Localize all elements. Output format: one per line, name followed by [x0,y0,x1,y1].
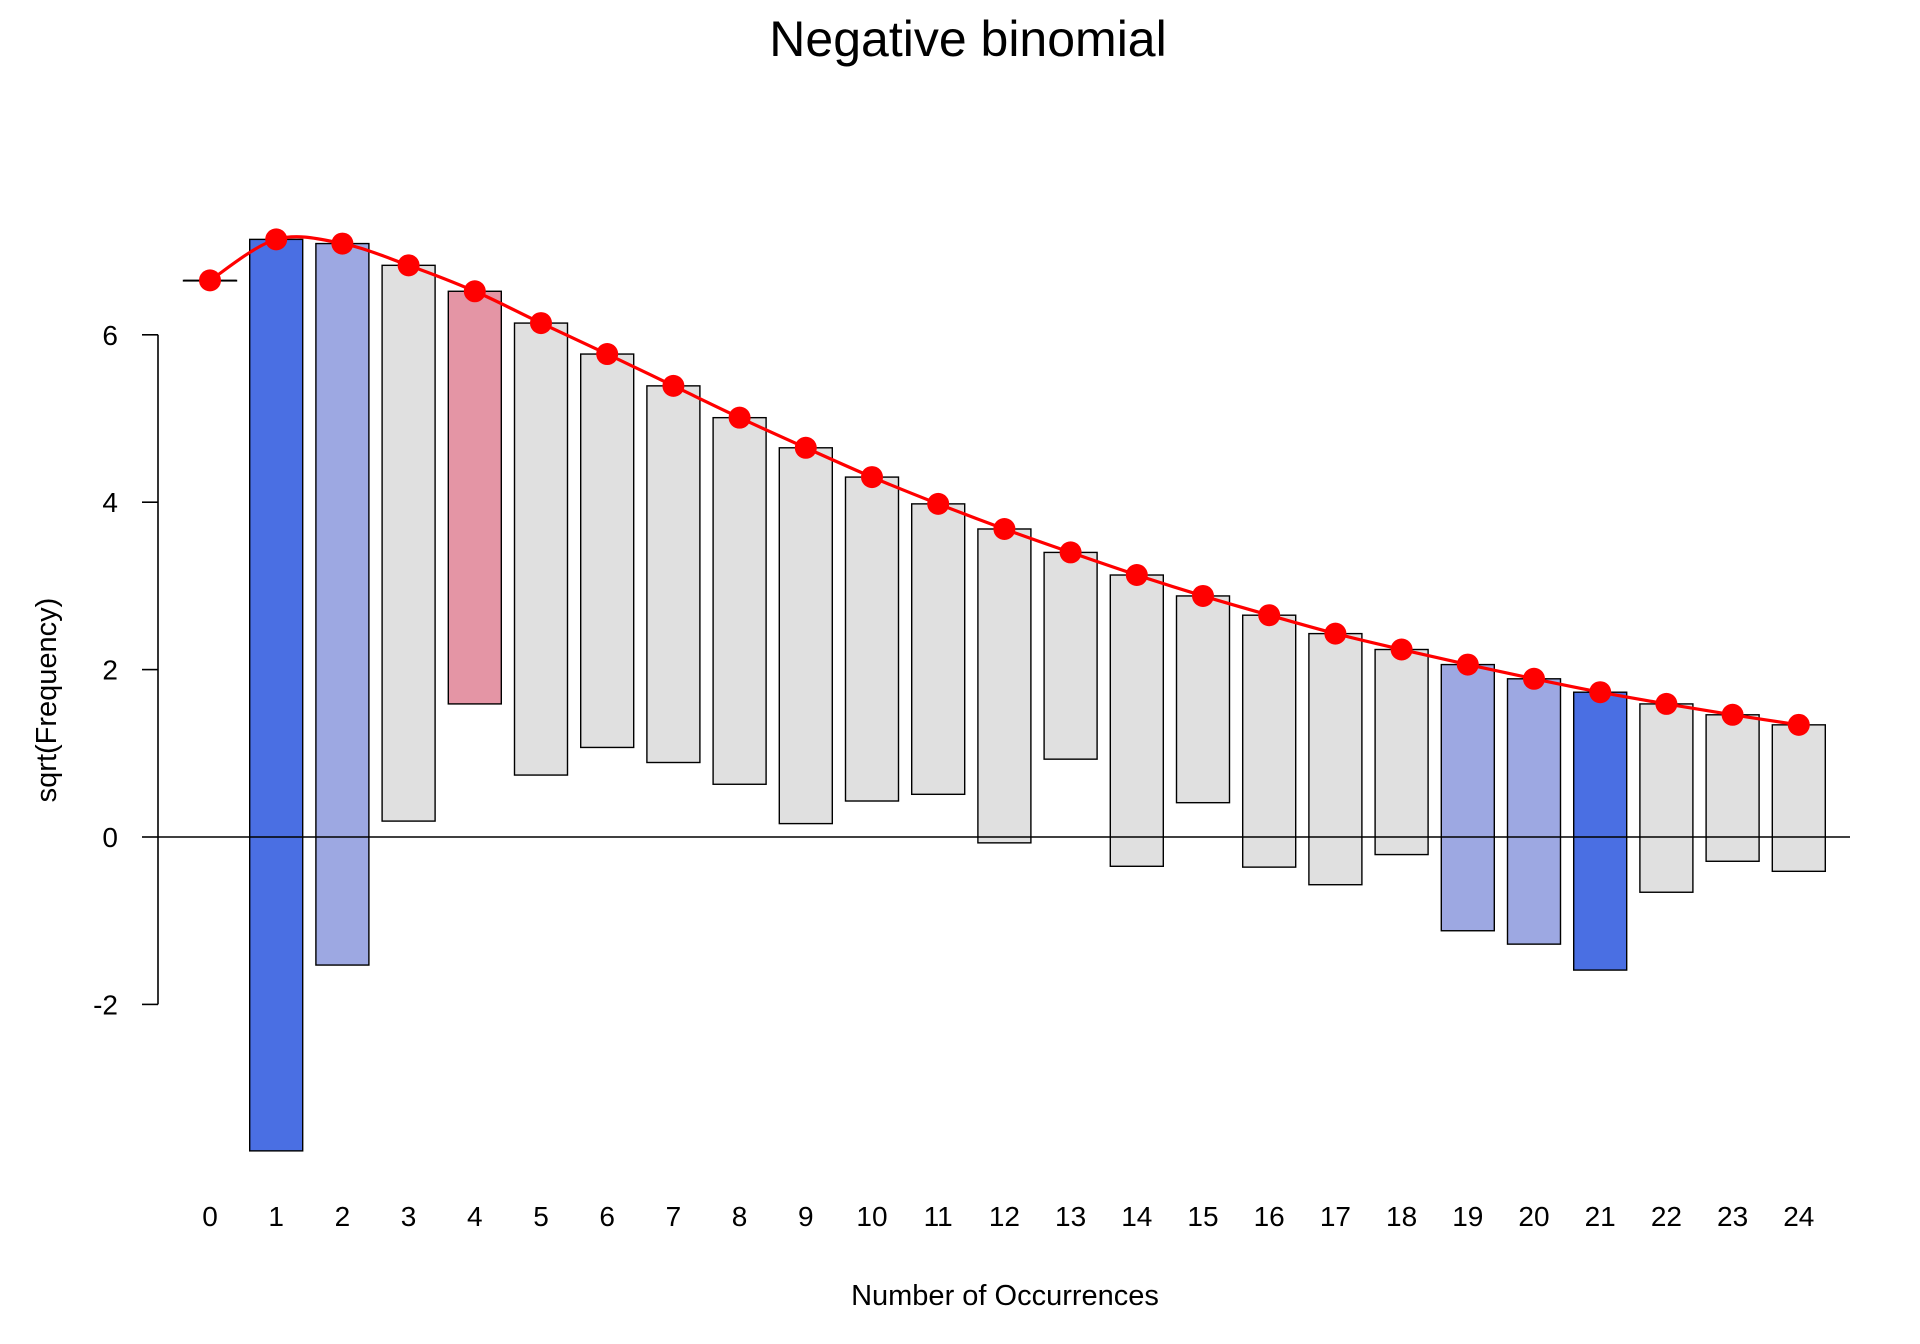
x-tick-label: 13 [1055,1201,1086,1232]
x-tick-label: 12 [989,1201,1020,1232]
fitted-point-15 [1192,584,1214,607]
fitted-point-18 [1390,638,1413,661]
x-tick-label: 6 [599,1201,615,1232]
bar-24 [1771,724,1827,873]
x-tick-label: 20 [1518,1201,1549,1232]
fitted-point-12 [993,517,1016,540]
bar-13 [1043,551,1098,760]
bar-21 [1572,691,1628,971]
y-axis-label: sqrt(Frequency) [31,598,63,803]
x-tick-label: 9 [798,1201,814,1232]
fitted-point-1 [265,228,288,251]
x-tick-label: 19 [1452,1201,1483,1232]
bar-2 [315,242,370,966]
bar-8 [712,416,767,785]
y-tick-label: 2 [102,655,118,686]
x-tick-label: 16 [1254,1201,1285,1232]
x-tick-label: 14 [1121,1201,1152,1232]
fitted-point-13 [1059,541,1082,564]
x-tick-label: 7 [666,1201,682,1232]
y-tick-label: 6 [102,320,118,351]
bar-20 [1506,678,1562,945]
bars-group [182,238,1827,1152]
bar-10 [844,476,900,802]
bar-12 [977,528,1032,844]
x-tick-label: 22 [1651,1201,1682,1232]
bar-15 [1175,595,1231,804]
y-axis: -2 0 2 4 6 [93,320,159,1020]
fitted-point-17 [1324,622,1347,645]
fitted-point-14 [1125,564,1148,587]
bar-1 [248,238,304,1152]
x-tick-label: 24 [1783,1201,1814,1232]
bar-16 [1241,614,1297,868]
y-tick-label: 4 [102,487,118,518]
bar-3 [381,264,436,822]
x-tick-label: 8 [732,1201,748,1232]
chart-title: Negative binomial [769,11,1166,67]
x-tick-label: 11 [924,1201,953,1232]
fitted-point-11 [927,492,950,515]
fitted-point-24 [1787,713,1810,736]
x-tick-label: 10 [856,1201,887,1232]
y-tick-label: -2 [93,989,118,1020]
x-axis-label: Number of Occurrences [851,1280,1159,1312]
x-tick-label: 4 [467,1201,483,1232]
bar-11 [911,503,966,796]
bar-7 [646,385,701,764]
fitted-curve-group [184,228,1810,736]
fitted-point-21 [1589,681,1612,704]
x-tick-label: 21 [1585,1201,1616,1232]
x-tick-label: 2 [335,1201,351,1232]
bar-5 [513,322,569,776]
fitted-point-7 [662,374,685,397]
bar-17 [1308,632,1363,886]
fitted-point-3 [397,254,420,277]
fitted-point-8 [728,406,751,429]
fitted-point-23 [1721,703,1744,726]
fitted-point-16 [1258,604,1281,627]
bar-18 [1374,648,1429,856]
bar-19 [1440,663,1496,932]
y-tick-label: 0 [102,822,118,853]
fitted-point-22 [1655,692,1678,715]
bar-23 [1705,714,1760,862]
x-axis-tick-labels: 0 1 2 3 4 5 6 7 8 9 10 11 12 13 14 15 16 17 18 19 20 21 22 23 24 [202,1201,1814,1232]
x-tick-label: 15 [1187,1201,1218,1232]
fitted-point-6 [596,343,619,366]
fitted-point-2 [331,232,354,255]
bar-22 [1639,703,1694,893]
fitted-point-0 [199,269,221,292]
x-tick-label: 5 [533,1201,549,1232]
fitted-point-9 [794,436,817,459]
x-tick-label: 23 [1717,1201,1748,1232]
x-tick-label: 1 [268,1201,284,1232]
x-tick-label: 0 [202,1201,218,1232]
fitted-point-19 [1456,653,1479,676]
bar-14 [1109,574,1165,867]
bar-6 [580,353,635,749]
fitted-point-5 [530,312,552,335]
x-tick-label: 17 [1320,1201,1351,1232]
x-tick-label: 18 [1386,1201,1417,1232]
bar-4 [447,290,502,705]
x-tick-label: 3 [401,1201,417,1232]
fitted-point-4 [463,280,486,303]
fitted-point-20 [1523,667,1545,690]
fitted-point-10 [861,466,883,489]
bar-9 [778,447,833,825]
